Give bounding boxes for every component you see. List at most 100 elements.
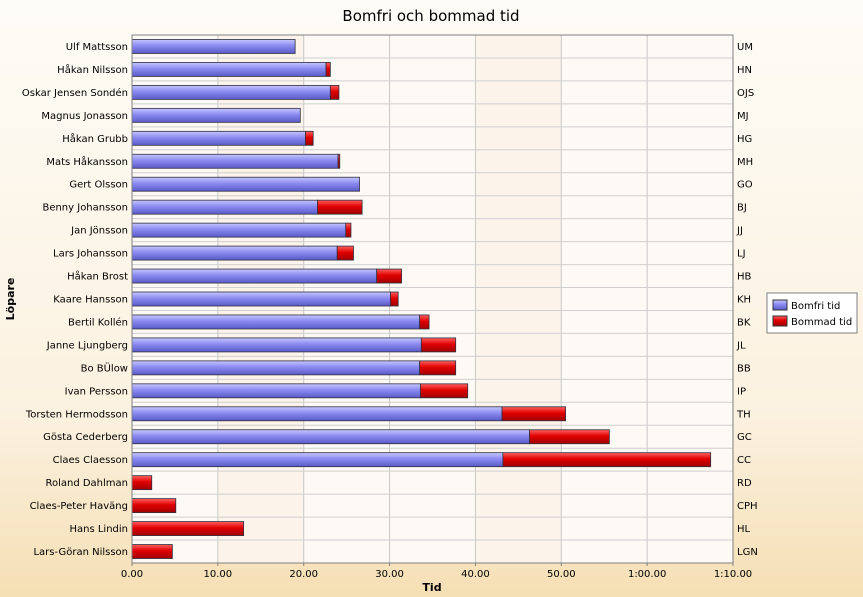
x-tick-label: 1:10.00 (714, 569, 752, 580)
bar-bomfri (131, 153, 339, 169)
plot-band (475, 35, 562, 563)
category-label: Bo BÜlow (81, 361, 128, 374)
initials-label: LJ (737, 249, 746, 260)
bar-bommad (529, 429, 610, 445)
bars (131, 39, 712, 559)
initials-label: HN (737, 65, 752, 76)
bar-bomfri (131, 39, 296, 54)
x-tick-labels: 0.00 10.00 20.00 30.00 40.00 50.00 1:00.00 1:10… (121, 563, 752, 580)
bar-bomfri (131, 268, 378, 284)
bar-bomfri (131, 222, 347, 238)
initials-label: IP (737, 386, 746, 397)
bar-bommad (419, 314, 430, 330)
bar-bomfri (131, 360, 421, 376)
bar-bommad (305, 130, 314, 146)
initials-label: TH (736, 409, 751, 420)
bar-bomfri (131, 429, 530, 445)
initials-label: HL (737, 524, 751, 535)
initials-label: BJ (737, 203, 747, 214)
legend: Bomfri tid Bommad tid (766, 292, 858, 334)
plot-band (389, 35, 476, 563)
x-tick-label: 40.00 (461, 569, 490, 580)
bar-bommad (325, 62, 331, 77)
initials-labels: UM HN OJS MJ HG MH GO BJ JJ LJ HB KH BK JL BB IP TH GC CC R… (736, 42, 758, 558)
bar-bommad (376, 268, 402, 284)
bar-bomfri (131, 62, 327, 77)
initials-label: JJ (736, 226, 743, 237)
category-label: Ulf Mattsson (66, 42, 128, 53)
x-tick-label: 20.00 (289, 569, 318, 580)
initials-label: GC (737, 432, 752, 443)
category-label: Claes Claesson (53, 455, 128, 466)
category-label: Lars Johansson (53, 249, 128, 260)
bar-bommad (336, 245, 354, 261)
chart-title: Bomfri och bommad tid (342, 7, 519, 25)
category-label: Roland Dahlman (45, 478, 128, 489)
category-label: Ivan Persson (65, 386, 128, 397)
initials-label: BK (737, 317, 751, 328)
category-label: Gert Olsson (69, 180, 128, 191)
category-label: Kaare Hansson (53, 295, 128, 306)
x-tick-label: 1:00.00 (628, 569, 666, 580)
initials-label: BB (737, 363, 751, 374)
x-axis-title: Tid (422, 581, 441, 594)
legend-swatch-bommad (772, 315, 788, 327)
category-label: Hans Lindin (69, 524, 128, 535)
category-label: Håkan Grubb (62, 132, 128, 145)
x-tick-label: 50.00 (547, 569, 576, 580)
initials-label: GO (737, 180, 753, 191)
bar-bommad (390, 291, 399, 307)
bar-bomfri (131, 452, 504, 468)
category-label: Håkan Brost (67, 270, 128, 283)
initials-label: HG (737, 134, 752, 145)
bar-bomfri (131, 176, 360, 192)
initials-label: KH (737, 295, 751, 306)
category-label: Claes-Peter Haväng (30, 501, 128, 512)
initials-label: CPH (737, 501, 758, 512)
bar-bommad (420, 383, 469, 399)
y-axis-title: Löpare (4, 278, 17, 321)
bar-bomfri (131, 406, 503, 422)
x-tick-label: 30.00 (375, 569, 404, 580)
category-label: Gösta Cederberg (43, 432, 128, 443)
category-label: Jan Jönsson (70, 226, 128, 237)
bar-bomfri (131, 84, 331, 100)
bar-bomfri (131, 130, 306, 146)
initials-label: UM (737, 42, 753, 53)
bar-bommad (131, 475, 153, 491)
bar-bommad (501, 406, 566, 422)
plot-border (131, 34, 734, 564)
category-label: Janne Ljungberg (46, 340, 128, 351)
initials-label: JL (736, 340, 746, 351)
initials-label: LGN (737, 547, 758, 558)
bar-bomfri (131, 245, 338, 261)
bar-bomfri (131, 199, 318, 215)
bar-bomfri (131, 383, 421, 399)
legend-label-bomfri: Bomfri tid (791, 301, 840, 312)
bar-bommad (131, 521, 245, 536)
initials-label: HB (737, 272, 752, 283)
initials-label: MJ (737, 111, 749, 122)
category-label: Magnus Jonasson (41, 111, 128, 122)
legend-label-bommad: Bommad tid (791, 317, 852, 328)
category-label: Håkan Nilsson (57, 63, 128, 76)
bar-bommad (345, 222, 352, 238)
bar-bomfri (131, 314, 421, 330)
initials-label: MH (737, 157, 753, 168)
bar-bommad (131, 544, 173, 559)
bar-bommad (419, 360, 457, 376)
bar-bommad (329, 84, 340, 100)
category-label: Torsten Hermodsson (25, 409, 128, 420)
bar-bommad (317, 199, 363, 215)
x-tick-label: 10.00 (204, 569, 233, 580)
bar-bommad (502, 452, 712, 468)
plot-band (647, 35, 733, 563)
bar-bommad (420, 337, 457, 353)
initials-label: CC (737, 455, 751, 466)
x-tick-label: 0.00 (121, 569, 143, 580)
category-labels: Ulf Mattsson Håkan Nilsson Oskar Jensen So… (22, 42, 128, 558)
category-label: Oskar Jensen Sondén (22, 87, 128, 99)
plot-background (132, 35, 733, 563)
plot-band (561, 35, 648, 563)
